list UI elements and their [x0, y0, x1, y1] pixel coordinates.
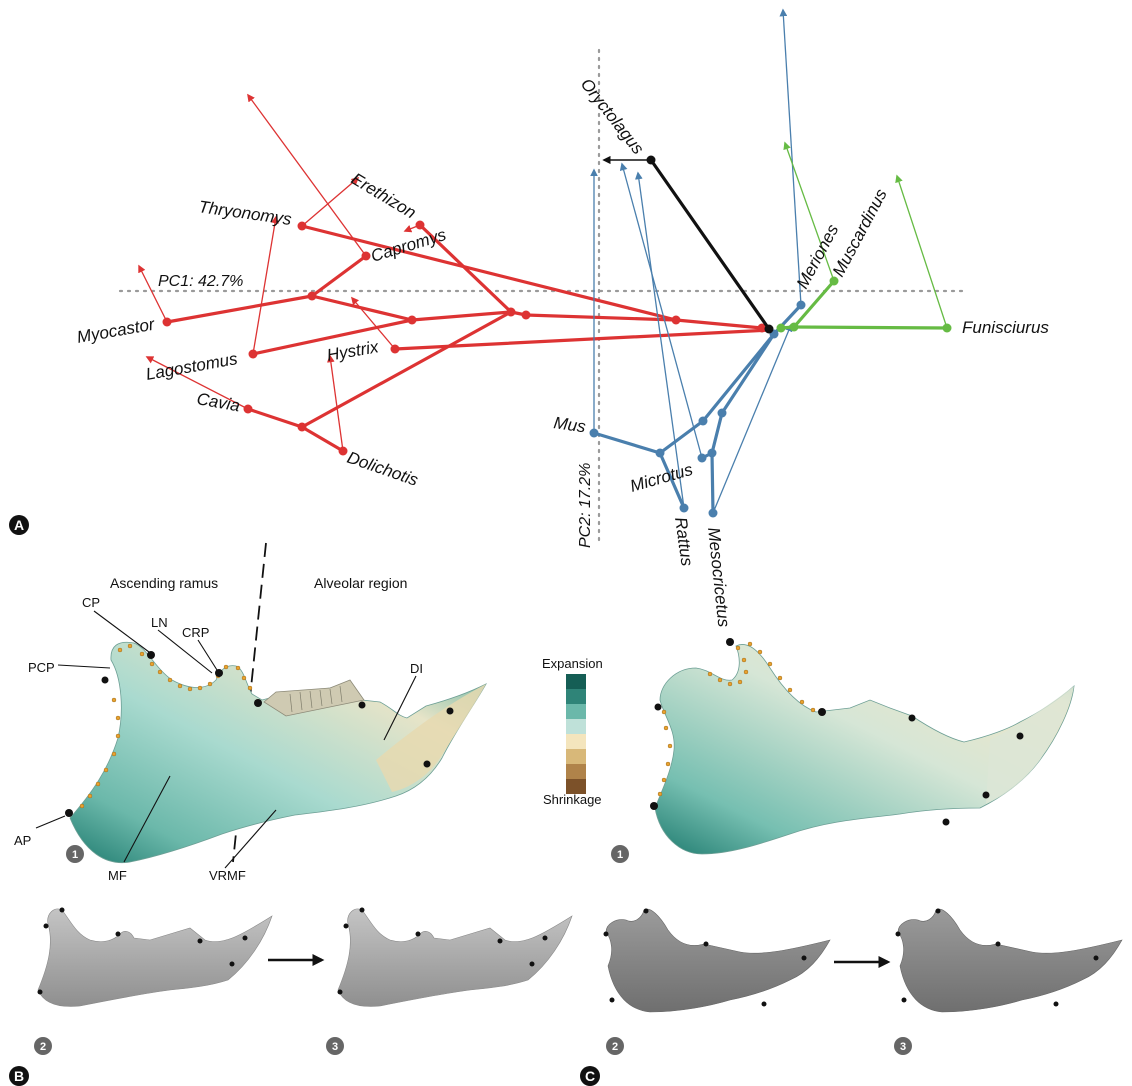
panel-c-small-mandibles: 2 3	[603, 908, 1123, 1055]
label-hystrix: Hystrix	[325, 337, 380, 365]
legend-swatches	[566, 674, 586, 794]
mandible-surface-c1	[654, 644, 1075, 855]
mandible-c2	[603, 908, 831, 1013]
legend-swatch	[566, 779, 586, 794]
landmark-ln-label: LN	[151, 615, 168, 630]
landmark-pcp-label: PCP	[28, 660, 55, 675]
semilandmarks-c1	[657, 641, 816, 797]
legend-swatch	[566, 719, 586, 734]
svg-text:3: 3	[900, 1041, 906, 1053]
mandible-c3	[895, 908, 1123, 1013]
svg-text:1: 1	[72, 849, 78, 861]
hystricognath-nodes	[162, 220, 767, 456]
deformation-legend: Expansion Shrinkage	[542, 656, 603, 807]
vector-rattus	[634, 171, 685, 509]
mandible-b2	[37, 907, 273, 1007]
svg-text:A: A	[14, 517, 24, 533]
landmark-ap-label: AP	[14, 833, 31, 848]
vector-myocastor	[138, 264, 168, 323]
label-cavia: Cavia	[195, 389, 241, 415]
step-badge-c1: 1	[611, 845, 629, 863]
legend-swatch	[566, 764, 586, 779]
label-oryctolagus: Oryctolagus	[577, 75, 648, 159]
landmark-cp-label: CP	[82, 595, 100, 610]
legend-swatch	[566, 734, 586, 749]
pc2-axis-label: PC2: 17.2%	[577, 463, 594, 548]
landmark-di-label: DI	[410, 661, 423, 676]
legend-shrinkage-label: Shrinkage	[543, 792, 602, 807]
panel-b-badge: B	[9, 1066, 29, 1086]
label-rattus: Rattus	[671, 516, 697, 568]
vector-muscardinus	[783, 141, 835, 282]
landmark-vrmf-label: VRMF	[209, 868, 246, 883]
landmarks-b1	[65, 651, 454, 817]
panel-c-large-mandible: 1	[611, 638, 1075, 863]
vector-funisciurus	[895, 174, 948, 329]
landmarks-c1	[650, 638, 1024, 826]
muroid-tree	[592, 303, 803, 515]
sciuromorph-vectors	[783, 141, 948, 329]
label-lagostomus: Lagostomus	[144, 349, 239, 384]
svg-text:C: C	[585, 1068, 595, 1084]
legend-swatch	[566, 749, 586, 764]
vector-dolichotis	[326, 354, 344, 452]
panel-a-badge: A	[9, 515, 29, 535]
sciuromorph-nodes	[776, 276, 952, 333]
label-funisciurus: Funisciurus	[962, 318, 1049, 337]
hystricognath-tree	[165, 223, 772, 453]
incisor-b1	[376, 684, 486, 792]
muroid-nodes	[589, 300, 806, 518]
svg-text:3: 3	[332, 1041, 338, 1053]
step-badge-b1: 1	[66, 845, 84, 863]
label-mesocricetus: Mesocricetus	[704, 526, 733, 628]
lagomorph-branch	[602, 155, 774, 334]
svg-text:1: 1	[617, 849, 623, 861]
panel-b-large-mandible: Ascending ramus Alveolar region	[14, 542, 487, 883]
step-badge-b2: 2	[34, 1037, 52, 1055]
legend-swatch	[566, 704, 586, 719]
incisor-c1	[986, 686, 1074, 804]
hystricognath-vectors	[138, 93, 421, 452]
legend-swatch	[566, 674, 586, 689]
label-erethizon: Erethizon	[348, 169, 419, 222]
step-badge-c2: 2	[606, 1037, 624, 1055]
label-microtus: Microtus	[628, 460, 695, 496]
label-mus: Mus	[552, 413, 587, 436]
svg-text:2: 2	[40, 1041, 46, 1053]
label-thryonomys: Thryonomys	[197, 197, 293, 229]
svg-text:2: 2	[612, 1041, 618, 1053]
vector-lagostomus	[252, 215, 279, 355]
alveolar-region-label: Alveolar region	[314, 575, 407, 591]
ascending-ramus-label: Ascending ramus	[110, 575, 218, 591]
label-dolichotis: Dolichotis	[345, 448, 421, 490]
panel-c-badge: C	[580, 1066, 600, 1086]
vector-mesocricetus	[712, 323, 793, 514]
molar-row-b1	[263, 679, 365, 717]
step-badge-b3: 3	[326, 1037, 344, 1055]
morphospace-panel: PC1: 42.7% PC2: 17.2%	[75, 8, 1049, 629]
vector-cavia	[145, 356, 249, 410]
legend-swatch	[566, 689, 586, 704]
step-badge-c3: 3	[894, 1037, 912, 1055]
vector-erethizon	[247, 93, 367, 257]
label-myocastor: Myocastor	[75, 314, 157, 347]
landmark-crp-label: CRP	[182, 625, 209, 640]
pc1-axis-label: PC1: 42.7%	[158, 273, 243, 290]
mandible-b3	[337, 907, 573, 1007]
muroid-vectors	[590, 8, 802, 514]
vector-microtus	[619, 162, 703, 459]
legend-expansion-label: Expansion	[542, 656, 603, 671]
svg-text:B: B	[14, 1068, 24, 1084]
vector-meriones	[779, 8, 802, 306]
panel-b-small-mandibles: 2 3	[34, 907, 573, 1055]
landmark-mf-label: MF	[108, 868, 127, 883]
vector-thryonomys	[301, 176, 360, 227]
